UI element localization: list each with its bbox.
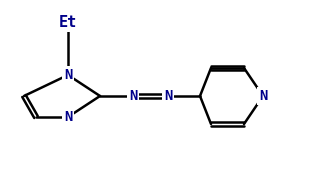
Text: N: N	[164, 89, 172, 103]
Text: N: N	[259, 89, 267, 103]
Text: N: N	[64, 110, 72, 124]
Text: Et: Et	[59, 15, 77, 30]
Text: N: N	[129, 89, 137, 103]
Text: N: N	[64, 68, 72, 82]
